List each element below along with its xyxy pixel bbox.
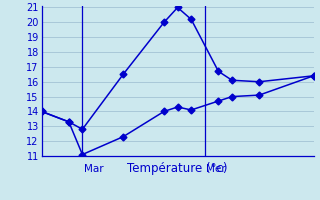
Text: Mar: Mar (84, 164, 103, 174)
X-axis label: Température (°c): Température (°c) (127, 162, 228, 175)
Text: Mer: Mer (206, 164, 226, 174)
